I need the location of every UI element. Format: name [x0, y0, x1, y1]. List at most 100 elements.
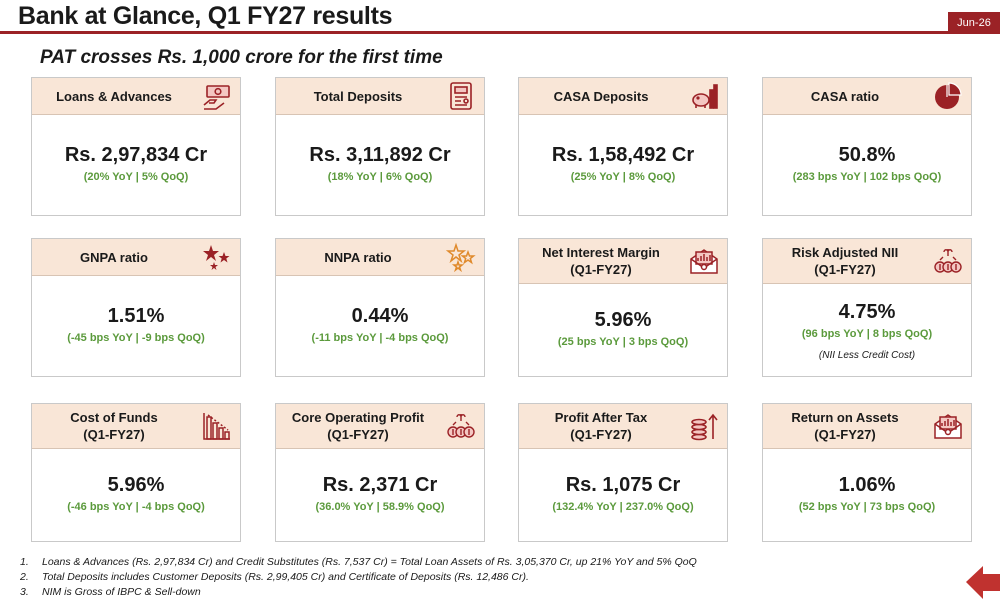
kpi-card: Risk Adjusted NII (Q1-FY27) 4.75% (96 bps Y… [762, 238, 972, 377]
kpi-card-change: (36.0% YoY | 58.9% QoQ) [315, 501, 445, 513]
kpi-card-value: Rs. 2,97,834 Cr [64, 144, 208, 166]
kpi-card-label: Net Interest Margin (Q1-FY27) [525, 239, 677, 283]
kpi-card-label-line: Total Deposits [313, 88, 403, 104]
declining-bars-icon [202, 411, 232, 441]
page-title: Bank at Glance, Q1 FY27 results [18, 2, 393, 30]
footnote-2: 2. Total Deposits includes Customer Depos… [20, 570, 697, 585]
kpi-card-change: (-46 bps YoY | -4 bps QoQ) [67, 501, 205, 513]
kpi-card-label-line: Loans & Advances [56, 88, 172, 104]
kpi-card-label-line: GNPA ratio [80, 249, 148, 265]
kpi-card-header: GNPA ratio [32, 239, 240, 276]
kpi-card-header: Loans & Advances [32, 78, 240, 115]
kpi-card-label-line: NNPA ratio [324, 249, 392, 265]
footnote-text: NIM is Gross of IBPC & Sell-down [42, 586, 201, 598]
kpi-card-label: Core Operating Profit (Q1-FY27) [282, 404, 434, 448]
kpi-card: Net Interest Margin (Q1-FY27) 5.96% (25 bps… [518, 238, 728, 377]
footnote-number: 2. [20, 571, 29, 583]
kpi-card: Return on Assets (Q1-FY27) 1.06% (52 bps Yo… [762, 403, 972, 542]
kpi-card-change: (96 bps YoY | 8 bps QoQ) [801, 328, 933, 340]
page-subtitle: PAT crosses Rs. 1,000 crore for the firs… [40, 47, 443, 68]
kpi-card-label-line: (Q1-FY27) [83, 427, 145, 442]
kpi-card-value: 50.8% [838, 144, 896, 166]
kpi-card-change: (25% YoY | 8% QoQ) [570, 171, 676, 183]
kpi-card-value: 5.96% [107, 474, 165, 496]
kpi-card-header: CASA ratio [763, 78, 971, 115]
footnote-number: 1. [20, 556, 29, 568]
kpi-card: Loans & Advances Rs. 2,97,834 Cr (20% YoY … [31, 77, 241, 216]
kpi-card-label-line: (Q1-FY27) [814, 427, 876, 442]
footnotes: 1. Loans & Advances (Rs. 2,97,834 Cr) and… [20, 555, 697, 600]
kpi-card: NNPA ratio 0.44% (-11 bps YoY | -4 bps QoQ… [275, 238, 485, 377]
kpi-card-change: (283 bps YoY | 102 bps QoQ) [792, 171, 942, 183]
kpi-card-label: Risk Adjusted NII (Q1-FY27) [769, 239, 921, 283]
money-bags-icon [933, 246, 963, 276]
kpi-card-change: (20% YoY | 5% QoQ) [83, 171, 189, 183]
kpi-card-label-line: (Q1-FY27) [570, 262, 632, 277]
footnote-text: Loans & Advances (Rs. 2,97,834 Cr) and C… [42, 556, 697, 568]
kpi-card-change: (25 bps YoY | 3 bps QoQ) [557, 336, 689, 348]
kpi-card-header: Profit After Tax (Q1-FY27) [519, 404, 727, 449]
footnote-text: Total Deposits includes Customer Deposit… [42, 571, 529, 583]
kpi-card-note: (NII Less Credit Cost) [818, 350, 916, 361]
kpi-card-label: Total Deposits [282, 78, 434, 114]
kpi-card-change: (-11 bps YoY | -4 bps QoQ) [311, 332, 449, 344]
kpi-card-label-line: Profit After Tax [554, 410, 648, 425]
kpi-card-value: 1.51% [107, 305, 165, 327]
kpi-card: CASA Deposits Rs. 1,58,492 Cr (25% YoY | 8… [518, 77, 728, 216]
title-divider [0, 31, 1000, 34]
kpi-card-label-line: Net Interest Margin [542, 245, 660, 260]
kpi-card: Profit After Tax (Q1-FY27) Rs. 1,075 Cr (13… [518, 403, 728, 542]
kpi-card-label-line: (Q1-FY27) [570, 427, 632, 442]
kpi-card-value: Rs. 1,58,492 Cr [551, 144, 695, 166]
kpi-card-change: (18% YoY | 6% QoQ) [327, 171, 433, 183]
kpi-card-header: NNPA ratio [276, 239, 484, 276]
kpi-card-label: Cost of Funds (Q1-FY27) [38, 404, 190, 448]
date-tag: Jun-26 [948, 12, 1000, 34]
pie-chart-icon [933, 81, 963, 111]
kpi-card-header: Return on Assets (Q1-FY27) [763, 404, 971, 449]
footnote-1: 1. Loans & Advances (Rs. 2,97,834 Cr) and… [20, 555, 697, 570]
kpi-card-value: Rs. 2,371 Cr [322, 474, 438, 496]
kpi-card-label: CASA ratio [769, 78, 921, 114]
back-arrow-icon[interactable] [966, 565, 1000, 600]
kpi-card-header: Total Deposits [276, 78, 484, 115]
kpi-card-header: CASA Deposits [519, 78, 727, 115]
piggy-bank-icon [689, 81, 719, 111]
kpi-card-value: 4.75% [838, 301, 896, 323]
kpi-card-label: NNPA ratio [282, 239, 434, 275]
atm-icon [446, 81, 476, 111]
kpi-card-label-line: Return on Assets [791, 410, 899, 425]
kpi-card-header: Core Operating Profit (Q1-FY27) [276, 404, 484, 449]
kpi-card-label-line: (Q1-FY27) [814, 262, 876, 277]
kpi-card-header: Risk Adjusted NII (Q1-FY27) [763, 239, 971, 284]
kpi-card-label: Profit After Tax (Q1-FY27) [525, 404, 677, 448]
kpi-card: CASA ratio 50.8% (283 bps YoY | 102 bps Qo… [762, 77, 972, 216]
kpi-card-label-line: Cost of Funds [70, 410, 158, 425]
kpi-card-label: CASA Deposits [525, 78, 677, 114]
kpi-card-header: Net Interest Margin (Q1-FY27) [519, 239, 727, 284]
kpi-card-label-line: CASA ratio [810, 88, 880, 104]
kpi-card-value: Rs. 1,075 Cr [565, 474, 681, 496]
kpi-card-label-line: (Q1-FY27) [327, 427, 389, 442]
kpi-card-value: 5.96% [594, 309, 652, 331]
kpi-card-label-line: Risk Adjusted NII [791, 245, 899, 260]
kpi-card-label: GNPA ratio [38, 239, 190, 275]
kpi-card-change: (132.4% YoY | 237.0% QoQ) [552, 501, 694, 513]
footnote-number: 3. [20, 586, 29, 598]
envelope-chart-icon [689, 246, 719, 276]
kpi-card: Cost of Funds (Q1-FY27) 5.96% (-46 bps YoY … [31, 403, 241, 542]
kpi-card: GNPA ratio 1.51% (-45 bps YoY | -9 bps QoQ… [31, 238, 241, 377]
stars-filled-icon [202, 242, 232, 272]
kpi-card-label-line: CASA Deposits [553, 88, 649, 104]
envelope-chart-icon [933, 411, 963, 441]
kpi-card-label: Loans & Advances [38, 78, 190, 114]
money-bags-icon [446, 411, 476, 441]
kpi-card-change: (-45 bps YoY | -9 bps QoQ) [67, 332, 205, 344]
kpi-card-value: Rs. 3,11,892 Cr [309, 144, 451, 166]
kpi-card-label-line: Core Operating Profit [291, 410, 425, 425]
cash-hand-icon [202, 81, 232, 111]
kpi-card-change: (52 bps YoY | 73 bps QoQ) [798, 501, 936, 513]
kpi-card: Core Operating Profit (Q1-FY27) Rs. 2,371 … [275, 403, 485, 542]
kpi-card-label: Return on Assets (Q1-FY27) [769, 404, 921, 448]
kpi-card-header: Cost of Funds (Q1-FY27) [32, 404, 240, 449]
